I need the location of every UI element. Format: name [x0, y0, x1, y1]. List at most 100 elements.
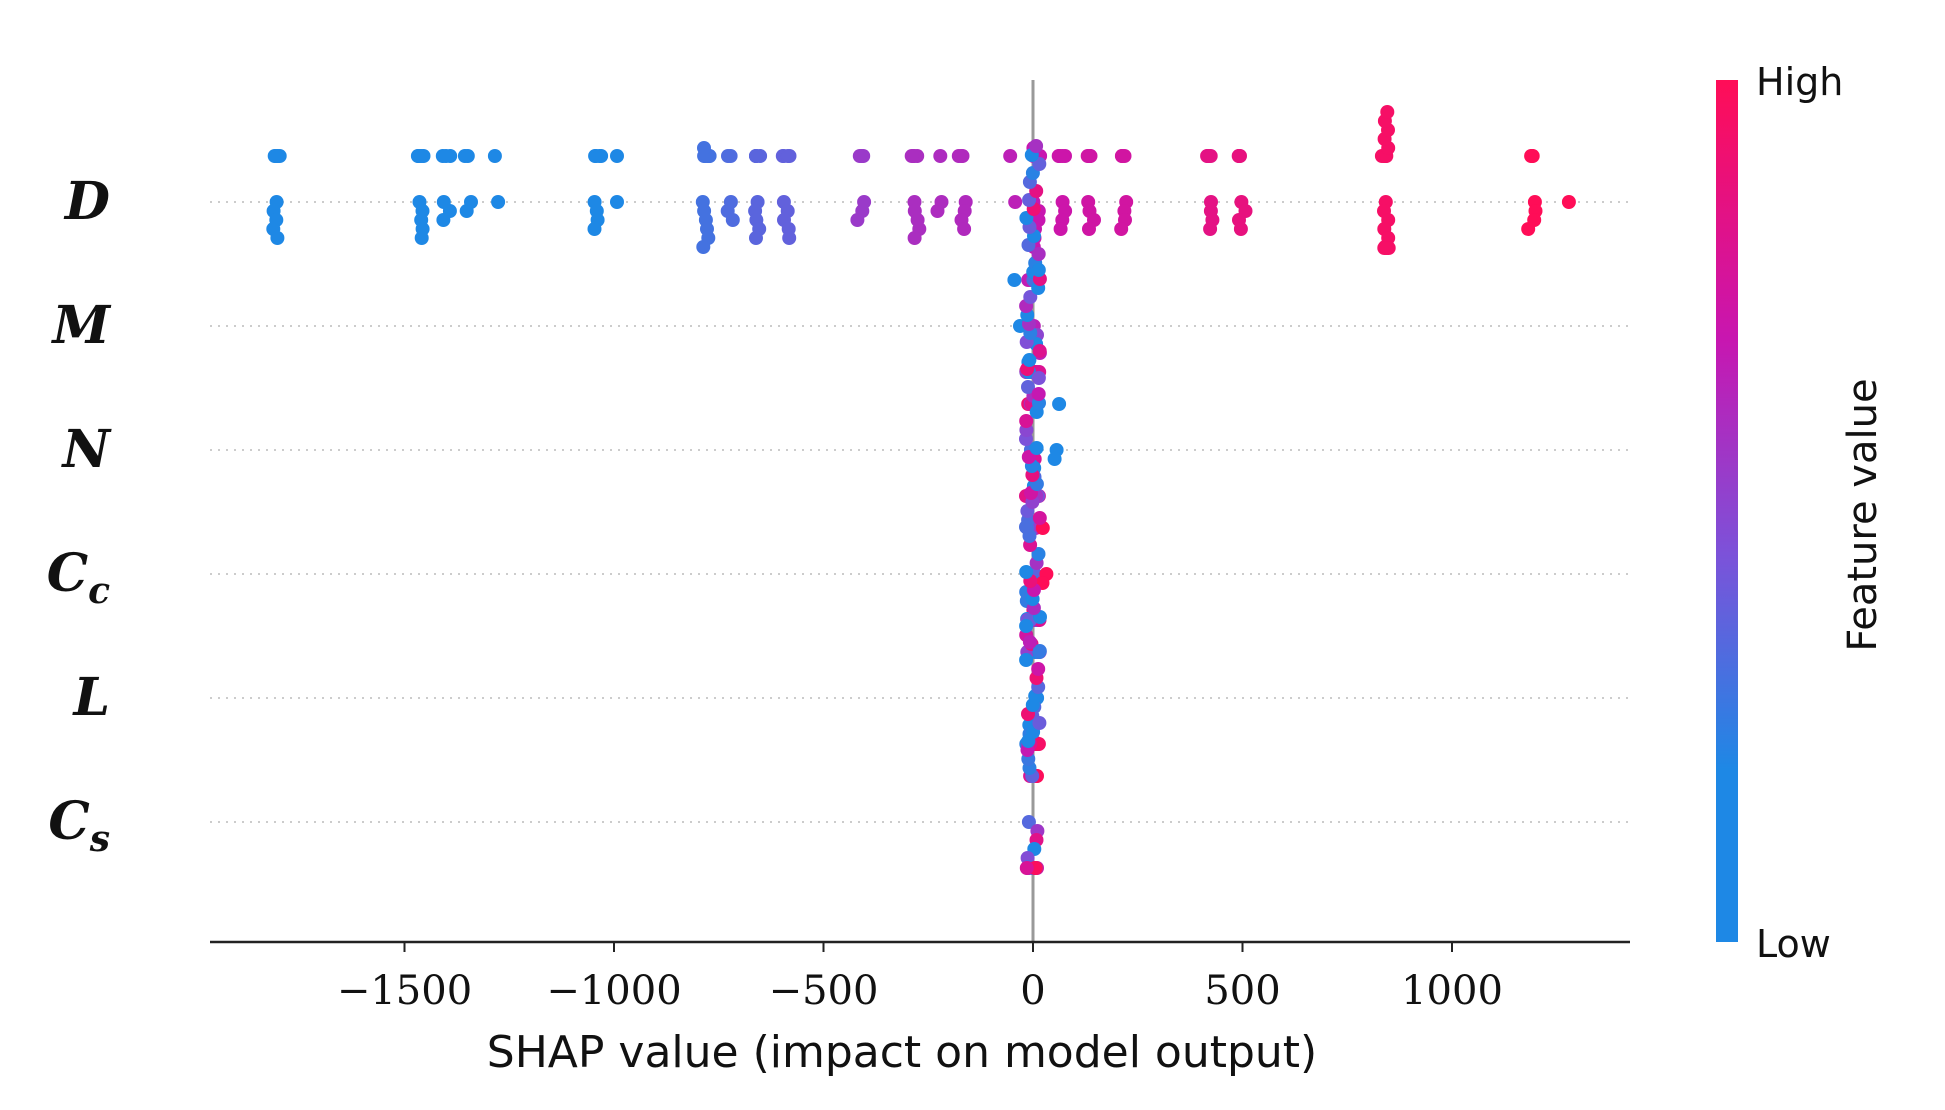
shap-point — [1019, 653, 1034, 667]
feature-label-0: D — [63, 171, 110, 232]
shap-point — [1029, 441, 1044, 455]
shap-point — [1055, 149, 1070, 163]
feature-name: D — [63, 171, 110, 232]
shap-point — [904, 149, 919, 163]
x-tick-label: 0 — [1020, 968, 1045, 1014]
x-axis-ticks: −1500 −1000 −500 0 500 1000 — [337, 942, 1503, 1014]
shap-point — [1047, 452, 1062, 466]
feature-subscript: c — [88, 570, 110, 612]
shap-point — [459, 204, 474, 218]
colorbar — [1716, 80, 1738, 942]
shap-point — [749, 149, 764, 163]
shap-point — [1003, 149, 1018, 163]
x-tick-label: 500 — [1204, 968, 1280, 1014]
shap-point — [850, 213, 865, 227]
feature-label-5: Cs — [48, 791, 110, 860]
shap-point — [1022, 353, 1037, 367]
x-tick-label: −1500 — [337, 968, 472, 1014]
shap-point — [1019, 861, 1034, 875]
shap-point — [1200, 149, 1215, 163]
shap-point — [1031, 247, 1046, 261]
shap-point — [1029, 139, 1044, 153]
shap-point — [1032, 716, 1047, 730]
shap-point — [1019, 414, 1034, 428]
shap-point — [1080, 149, 1095, 163]
shap-point — [696, 240, 711, 254]
shap-point — [592, 149, 607, 163]
shap-point — [1524, 149, 1539, 163]
shap-point — [414, 231, 429, 245]
shap-points — [266, 105, 1576, 875]
x-tick-label: 1000 — [1401, 968, 1503, 1014]
feature-label-4: L — [71, 667, 110, 728]
feature-label-3: Cc — [47, 543, 110, 612]
feature-name: C — [47, 543, 88, 604]
shap-point — [1019, 619, 1034, 633]
shap-point — [587, 222, 602, 236]
shap-point — [1023, 290, 1038, 304]
shap-point — [1019, 565, 1034, 579]
shap-point — [1114, 222, 1129, 236]
shap-point — [436, 213, 451, 227]
feature-name: C — [48, 791, 89, 852]
shap-point — [782, 231, 797, 245]
feature-subscript: s — [89, 818, 110, 860]
feature-labels: D M N Cc L Cs — [47, 171, 113, 860]
shap-point — [930, 204, 945, 218]
shap-point — [1561, 195, 1576, 209]
x-tick-label: −1000 — [546, 968, 681, 1014]
shap-point — [460, 149, 475, 163]
shap-point — [1021, 815, 1036, 829]
shap-point — [1007, 273, 1022, 287]
colorbar-high-label: High — [1756, 60, 1843, 104]
shap-point — [1031, 263, 1046, 277]
shap-point — [933, 149, 948, 163]
shap-point — [414, 149, 429, 163]
shap-point — [1117, 149, 1132, 163]
shap-point — [1032, 644, 1047, 658]
colorbar-title: Feature value — [1840, 378, 1886, 651]
feature-name: M — [50, 295, 111, 356]
shap-point — [1052, 397, 1067, 411]
shap-point — [1203, 222, 1218, 236]
shap-point — [1380, 105, 1395, 119]
shap-point — [610, 195, 624, 209]
shap-point — [439, 149, 453, 163]
shap-point — [1019, 520, 1033, 534]
feature-name: L — [71, 667, 110, 728]
shap-point — [610, 149, 624, 163]
shap-point — [697, 141, 711, 155]
shap-point — [749, 231, 763, 245]
shap-point — [1053, 222, 1068, 236]
shap-point — [1031, 547, 1046, 561]
x-axis-label: SHAP value (impact on model output) — [487, 1027, 1317, 1078]
shap-point — [1022, 635, 1037, 649]
shap-point — [852, 149, 867, 163]
shap-point — [1521, 222, 1536, 236]
shap-point — [782, 149, 797, 163]
shap-point — [725, 213, 740, 227]
x-tick-label: −500 — [769, 968, 879, 1014]
shap-point — [1008, 195, 1023, 209]
shap-point — [957, 222, 972, 236]
feature-label-1: M — [50, 295, 111, 356]
shap-point — [491, 195, 506, 209]
shap-point — [1031, 662, 1046, 676]
feature-label-2: N — [60, 419, 112, 480]
shap-point — [723, 149, 738, 163]
shap-point — [1031, 387, 1046, 401]
shap-point — [1032, 511, 1047, 525]
shap-point — [1021, 380, 1035, 394]
shap-point — [1082, 222, 1096, 236]
shap-point — [1032, 344, 1047, 358]
shap-point — [270, 231, 285, 245]
feature-name: N — [60, 419, 112, 480]
shap-point — [1233, 222, 1248, 236]
shap-point — [1031, 371, 1046, 385]
shap-point — [269, 149, 283, 163]
feature-row-guides — [210, 201, 1630, 823]
shap-point — [951, 149, 966, 163]
colorbar-low-label: Low — [1756, 922, 1831, 966]
shap-point — [1231, 149, 1246, 163]
